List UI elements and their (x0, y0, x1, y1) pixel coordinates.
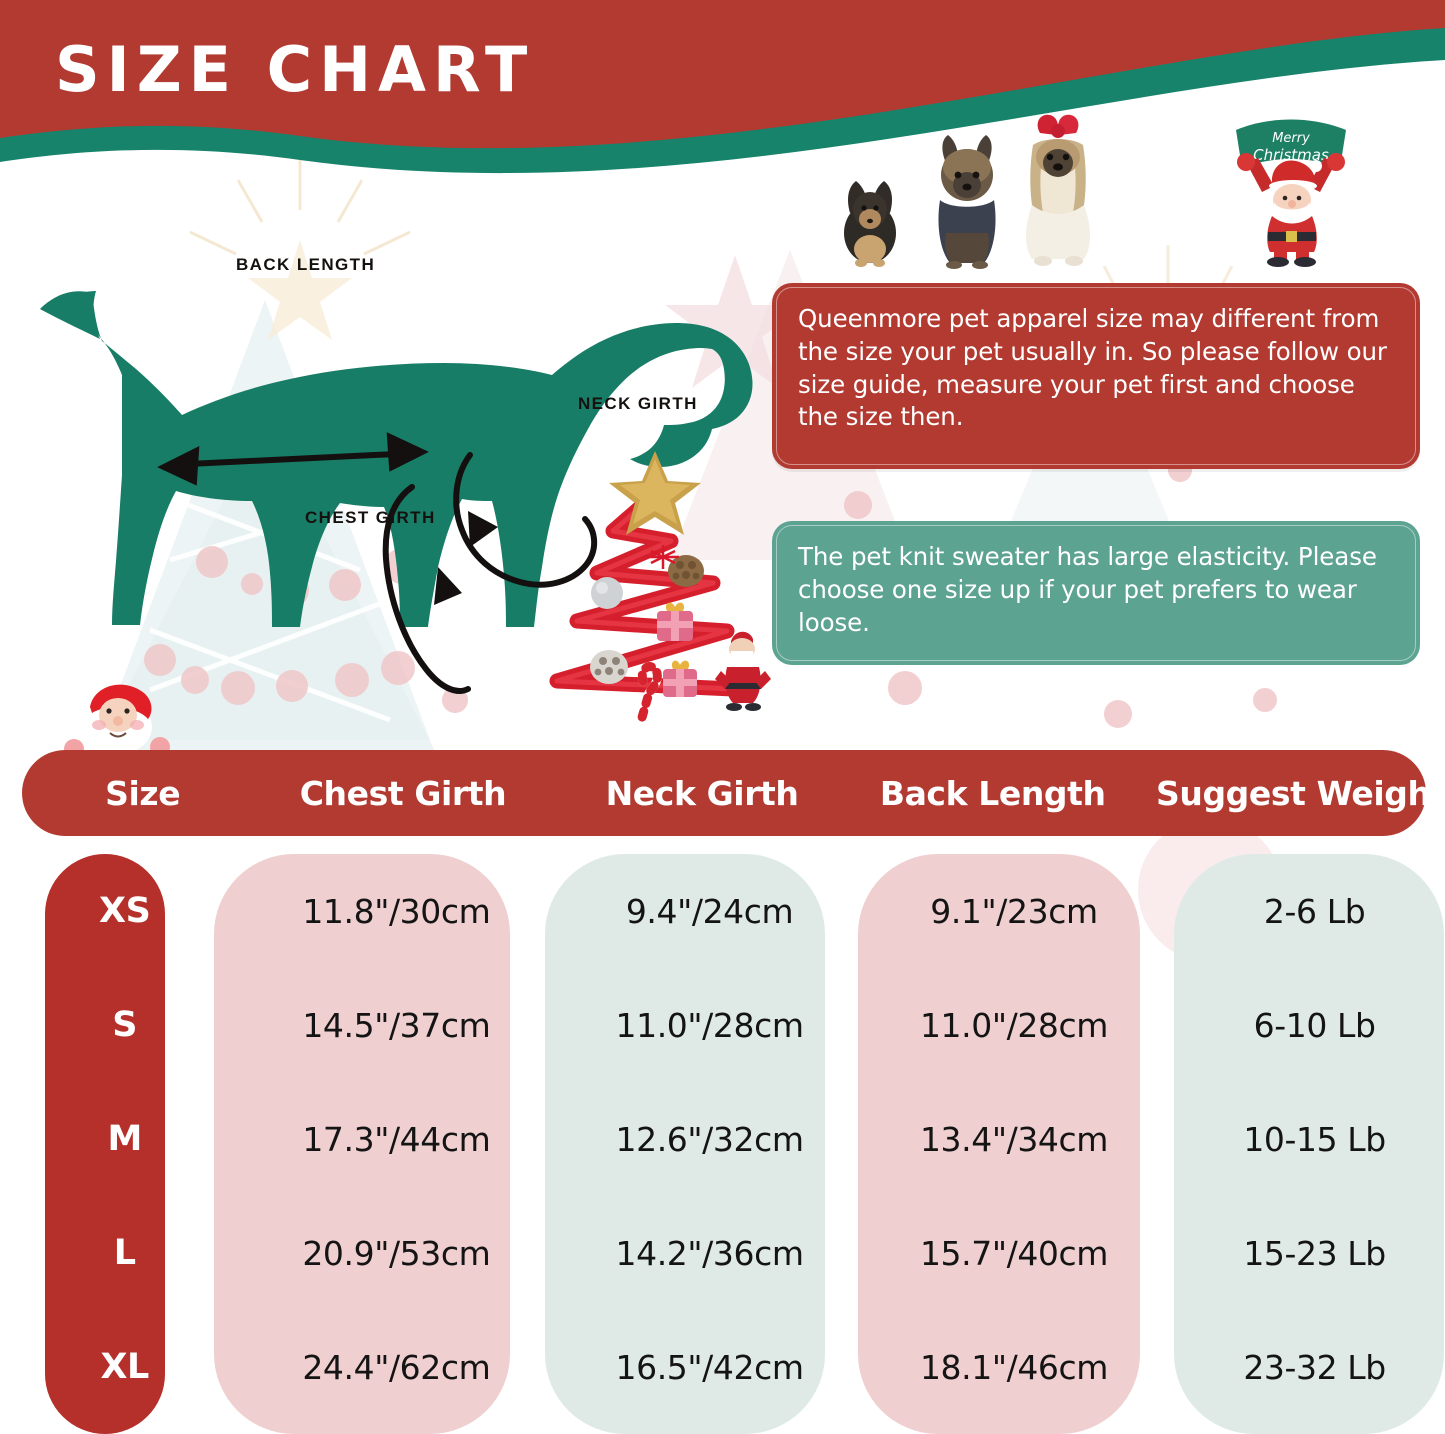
table-header-row: Size Chest Girth Neck Girth Back Length … (22, 750, 1445, 836)
cell-suggest-weight: 23-32 Lb (1243, 1347, 1386, 1387)
label-neck-girth: NECK GIRTH (578, 394, 698, 413)
yorkshire-terrier-photo (938, 135, 996, 269)
chihuahua-photo (844, 181, 896, 267)
cell-size: XL (100, 1347, 149, 1387)
cell-back-length: 9.1"/23cm (930, 891, 1098, 931)
column-header-back-length: Back Length (879, 773, 1106, 813)
cell-suggest-weight: 6-10 Lb (1253, 1005, 1376, 1045)
cell-back-length: 13.4"/34cm (919, 1119, 1109, 1159)
cell-chest-girth: 20.9"/53cm (302, 1233, 491, 1273)
cell-neck-girth: 14.2"/36cm (615, 1233, 804, 1273)
note-elasticity-text: The pet knit sweater has large elasticit… (798, 542, 1377, 637)
mini-santa-ornament (715, 631, 771, 711)
silver-bauble-ornament (591, 577, 623, 609)
cell-size: L (113, 1233, 136, 1273)
column-header-neck-girth: Neck Girth (605, 773, 799, 813)
cell-neck-girth: 12.6"/32cm (615, 1119, 804, 1159)
column-header-suggest-weight: Suggest Weight (1156, 773, 1445, 813)
cell-neck-girth: 16.5"/42cm (615, 1347, 804, 1387)
banner-line1: Merry (1272, 131, 1310, 146)
table-row: XS 11.8"/30cm 9.4"/24cm 9.1"/23cm 2-6 Lb (0, 854, 1445, 968)
cell-chest-girth: 14.5"/37cm (302, 1005, 491, 1045)
note-elasticity: The pet knit sweater has large elasticit… (772, 521, 1420, 665)
santa-peeking-decoration (52, 682, 170, 759)
shih-tzu-photo (1026, 114, 1090, 266)
cell-suggest-weight: 2-6 Lb (1263, 891, 1366, 931)
cell-neck-girth: 11.0"/28cm (615, 1005, 804, 1045)
santa-merry-christmas-banner: Merry Christmas (1236, 119, 1346, 267)
cell-neck-girth: 9.4"/24cm (625, 891, 794, 931)
cell-suggest-weight: 10-15 Lb (1243, 1119, 1386, 1159)
cell-chest-girth: 17.3"/44cm (302, 1119, 491, 1159)
size-table: Size Chest Girth Neck Girth Back Length … (0, 750, 1445, 1434)
page-title: SIZE CHART (55, 33, 535, 106)
cell-size: M (107, 1119, 142, 1159)
table-row: XL 24.4"/62cm 16.5"/42cm 18.1"/46cm 23-3… (0, 1310, 1445, 1424)
ribbon-christmas-tree-decoration (549, 451, 771, 726)
column-header-chest-girth: Chest Girth (299, 773, 507, 813)
cell-chest-girth: 24.4"/62cm (302, 1347, 491, 1387)
cell-back-length: 18.1"/46cm (919, 1347, 1109, 1387)
label-back-length: BACK LENGTH (236, 255, 376, 274)
note-sizing-text: Queenmore pet apparel size may different… (798, 304, 1387, 432)
note-sizing: Queenmore pet apparel size may different… (772, 283, 1420, 469)
label-chest-girth: CHEST GIRTH (305, 508, 436, 527)
cell-back-length: 15.7"/40cm (919, 1233, 1109, 1273)
cell-chest-girth: 11.8"/30cm (302, 891, 491, 931)
cell-suggest-weight: 15-23 Lb (1243, 1233, 1386, 1273)
table-row: S 14.5"/37cm 11.0"/28cm 11.0"/28cm 6-10 … (0, 968, 1445, 1082)
cell-back-length: 11.0"/28cm (919, 1005, 1109, 1045)
cell-size: S (112, 1005, 138, 1045)
dog-photos-group (844, 114, 1090, 269)
table-row: L 20.9"/53cm 14.2"/36cm 15.7"/40cm 15-23… (0, 1196, 1445, 1310)
cell-size: XS (98, 891, 151, 931)
table-row: M 17.3"/44cm 12.6"/32cm 13.4"/34cm 10-15… (0, 1082, 1445, 1196)
table-body: XS 11.8"/30cm 9.4"/24cm 9.1"/23cm 2-6 Lb… (0, 854, 1445, 1424)
column-header-size: Size (105, 773, 181, 813)
